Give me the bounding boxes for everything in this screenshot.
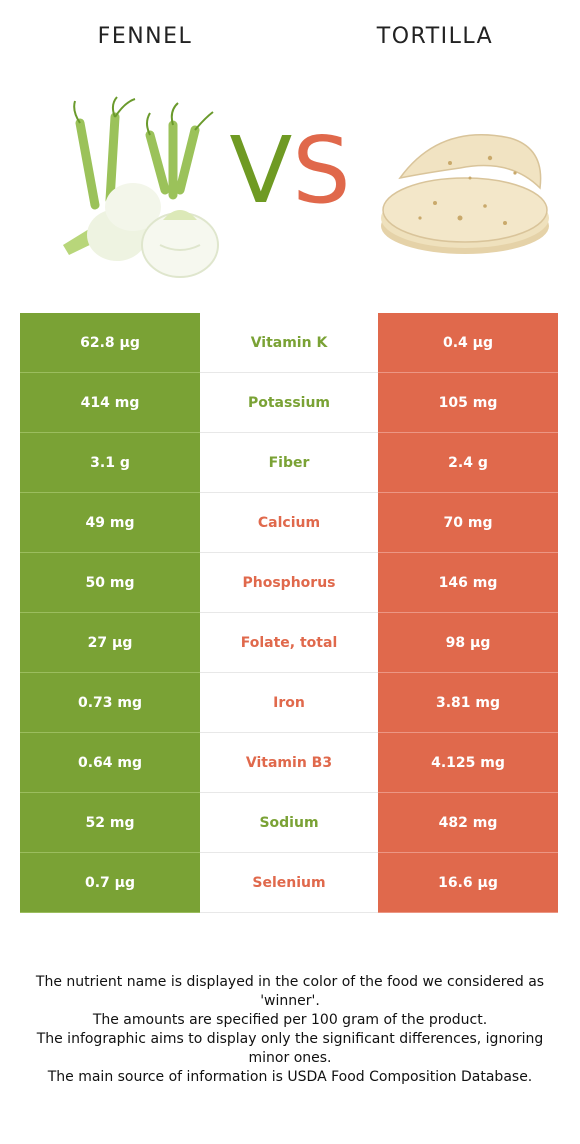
vs-v-letter: V <box>229 117 293 224</box>
nutrient-name: Phosphorus <box>200 553 378 613</box>
food-title-right: TORTILLA <box>376 24 494 49</box>
nutrient-name: Iron <box>200 673 378 733</box>
footnotes: The nutrient name is displayed in the co… <box>20 973 560 1087</box>
tortilla-image <box>381 134 549 254</box>
vs-label: VS <box>225 125 355 217</box>
nutrient-name: Fiber <box>200 433 378 493</box>
fennel-value: 62.8 µg <box>20 313 200 373</box>
tortilla-value: 98 µg <box>378 613 558 673</box>
tortilla-value: 16.6 µg <box>378 853 558 913</box>
fennel-value: 0.64 mg <box>20 733 200 793</box>
tortilla-value: 4.125 mg <box>378 733 558 793</box>
nutrient-table: 62.8 µg Vitamin K 0.4 µg 414 mg Potassium 105… <box>20 313 558 913</box>
nutrient-name: Selenium <box>200 853 378 913</box>
fennel-value: 50 mg <box>20 553 200 613</box>
table-row: 0.73 mg Iron 3.81 mg <box>20 673 558 733</box>
table-row: 0.64 mg Vitamin B3 4.125 mg <box>20 733 558 793</box>
nutrient-name: Calcium <box>200 493 378 553</box>
footnote-source: The main source of information is USDA F… <box>47 1069 533 1085</box>
table-row: 49 mg Calcium 70 mg <box>20 493 558 553</box>
table-row: 0.7 µg Selenium 16.6 µg <box>20 853 558 913</box>
table-row: 52 mg Sodium 482 mg <box>20 793 558 853</box>
fennel-value: 0.7 µg <box>20 853 200 913</box>
tortilla-value: 2.4 g <box>378 433 558 493</box>
nutrient-name: Sodium <box>200 793 378 853</box>
nutrient-name: Folate, total <box>200 613 378 673</box>
table-row: 50 mg Phosphorus 146 mg <box>20 553 558 613</box>
fennel-value: 3.1 g <box>20 433 200 493</box>
table-row: 62.8 µg Vitamin K 0.4 µg <box>20 313 558 373</box>
tortilla-value: 105 mg <box>378 373 558 433</box>
footnote-winner: The nutrient name is displayed in the co… <box>35 974 545 1009</box>
fennel-value: 414 mg <box>20 373 200 433</box>
nutrient-name: Vitamin K <box>200 313 378 373</box>
fennel-value: 0.73 mg <box>20 673 200 733</box>
table-row: 414 mg Potassium 105 mg <box>20 373 558 433</box>
table-row: 3.1 g Fiber 2.4 g <box>20 433 558 493</box>
footnote-differences: The infographic aims to display only the… <box>36 1031 544 1066</box>
fennel-value: 52 mg <box>20 793 200 853</box>
nutrient-name: Vitamin B3 <box>200 733 378 793</box>
fennel-value: 49 mg <box>20 493 200 553</box>
fennel-image <box>63 96 219 278</box>
tortilla-value: 146 mg <box>378 553 558 613</box>
vs-s-letter: S <box>292 117 351 224</box>
nutrient-name: Potassium <box>200 373 378 433</box>
footnote-amounts: The amounts are specified per 100 gram o… <box>92 1012 488 1028</box>
food-title-left: FENNEL <box>97 24 193 49</box>
fennel-value: 27 µg <box>20 613 200 673</box>
tortilla-value: 3.81 mg <box>378 673 558 733</box>
tortilla-value: 482 mg <box>378 793 558 853</box>
table-row: 27 µg Folate, total 98 µg <box>20 613 558 673</box>
tortilla-value: 70 mg <box>378 493 558 553</box>
tortilla-value: 0.4 µg <box>378 313 558 373</box>
